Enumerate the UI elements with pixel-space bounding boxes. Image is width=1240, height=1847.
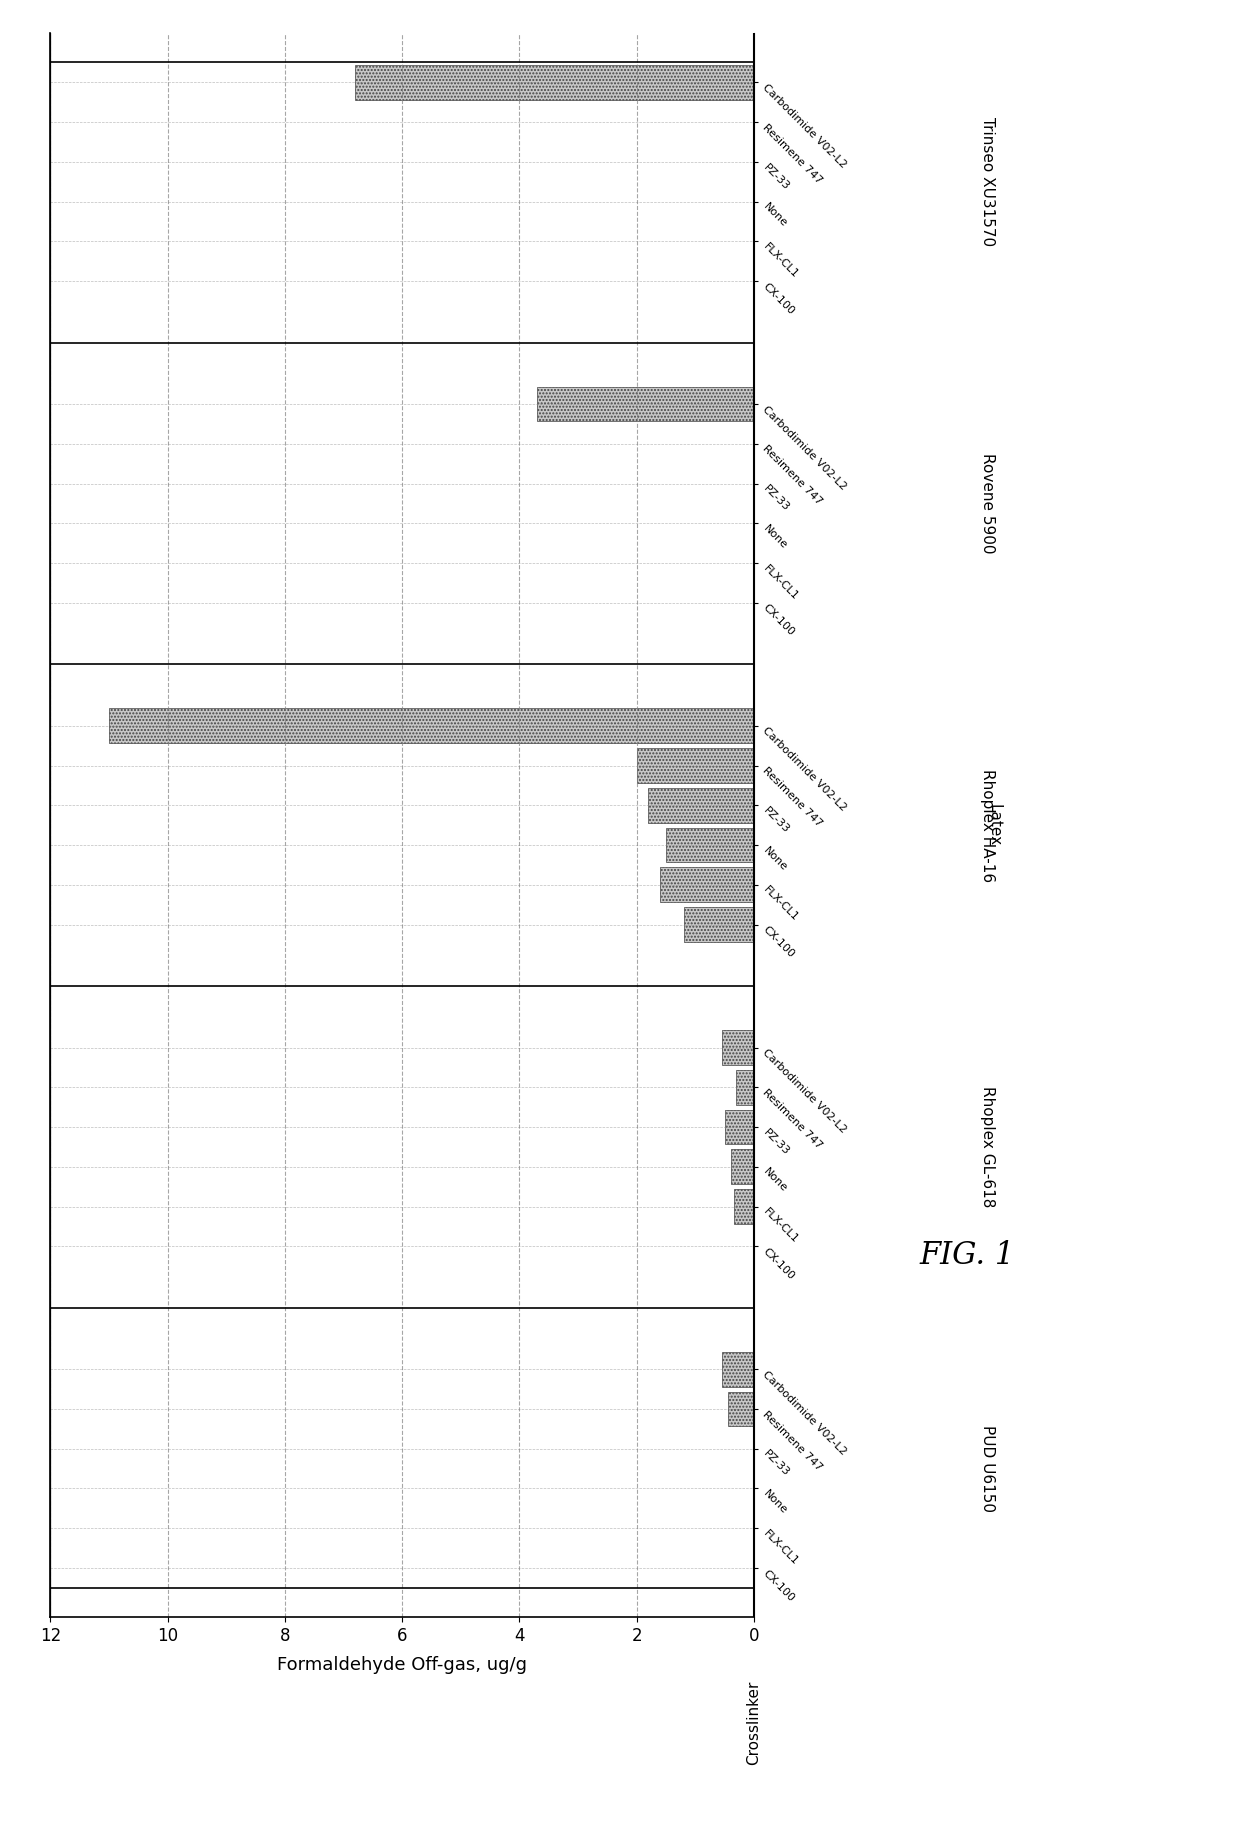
Bar [649, 789, 754, 822]
Y-axis label: Latex: Latex [987, 803, 1002, 846]
Bar [728, 1391, 754, 1426]
Bar [660, 868, 754, 901]
Bar [730, 1149, 754, 1184]
Bar [637, 748, 754, 783]
Bar [722, 1352, 754, 1387]
Bar [724, 1110, 754, 1145]
Text: Crosslinker: Crosslinker [746, 1681, 761, 1764]
Bar [734, 1189, 754, 1225]
Bar [356, 65, 754, 100]
X-axis label: Formaldehyde Off-gas, ug/g: Formaldehyde Off-gas, ug/g [278, 1655, 527, 1673]
Bar [683, 907, 754, 942]
Bar [737, 1069, 754, 1105]
Bar [666, 827, 754, 863]
Bar [537, 386, 754, 421]
Text: FIG. 1: FIG. 1 [920, 1241, 1014, 1271]
Bar [722, 1031, 754, 1066]
Bar [109, 709, 754, 742]
